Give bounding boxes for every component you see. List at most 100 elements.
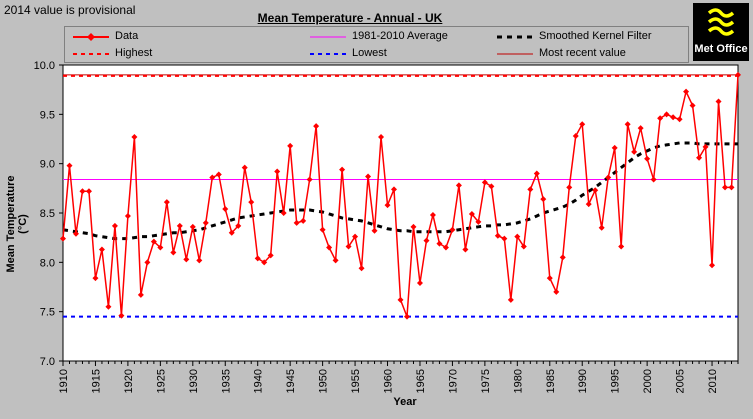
data-point [488, 183, 495, 190]
met-office-logo-icon [707, 8, 735, 36]
smoothed-series-line [62, 141, 738, 241]
y-tick-label: 7.5 [40, 307, 55, 319]
data-point [559, 254, 566, 261]
x-tick-label: 1935 [220, 369, 232, 393]
y-axis-label: Mean Temperature (°C) [5, 175, 29, 273]
data-point [637, 125, 644, 132]
legend-label-average: 1981-2010 Average [352, 30, 448, 42]
data-point [735, 71, 741, 78]
data-point [423, 237, 430, 244]
data-point [215, 171, 222, 178]
data-point [592, 187, 599, 194]
data-point [546, 275, 553, 282]
data-point [345, 243, 352, 250]
data-point [85, 188, 92, 195]
legend-label-lowest: Lowest [352, 47, 387, 59]
data-point [579, 121, 586, 128]
data-point [254, 255, 261, 262]
data-point [475, 218, 482, 225]
data-point [416, 280, 423, 287]
data-point [391, 186, 398, 193]
x-tick-label: 1910 [58, 369, 70, 393]
x-tick-label: 1950 [318, 369, 330, 393]
data-point [293, 219, 300, 226]
data-point [358, 265, 365, 272]
data-point [176, 222, 183, 229]
data-point [196, 257, 203, 264]
data-point [98, 246, 105, 253]
data-point [189, 223, 196, 230]
x-axis-label: Year [393, 396, 417, 408]
data-point [436, 240, 443, 247]
legend-label-smoothed: Smoothed Kernel Filter [539, 30, 652, 42]
x-tick-label: 2000 [642, 369, 654, 393]
x-tick-label: 1925 [155, 369, 167, 393]
data-point [507, 296, 514, 303]
data-point [228, 229, 235, 236]
y-tick-label: 8.0 [40, 257, 55, 269]
data-point [657, 115, 664, 122]
x-tick-label: 1960 [383, 369, 395, 393]
data-point [494, 232, 501, 239]
legend-label-highest: Highest [115, 47, 153, 59]
data-point [702, 143, 709, 150]
data-point [111, 222, 118, 229]
legend-data-swatch [73, 33, 109, 41]
data-point [566, 184, 573, 191]
y-tick-label: 10.0 [34, 60, 55, 72]
data-point [248, 199, 255, 206]
data-point [585, 201, 592, 208]
data-point [144, 259, 151, 266]
data-point [267, 252, 274, 259]
data-point [124, 212, 131, 219]
data-point [572, 133, 579, 140]
data-point [300, 217, 307, 224]
data-point [722, 184, 729, 191]
data-point [280, 210, 287, 216]
y-tick-label: 8.5 [40, 208, 55, 220]
data-point [157, 244, 164, 251]
data-point [313, 123, 320, 130]
data-point [235, 222, 242, 229]
legend-most-recent-swatch [497, 53, 533, 55]
y-tick-label: 9.5 [40, 109, 55, 121]
x-tick-label: 1945 [285, 369, 297, 393]
data-point [170, 249, 177, 256]
provisional-note: 2014 value is provisional [4, 3, 136, 17]
data-point [384, 202, 391, 209]
data-point [92, 275, 99, 282]
data-point [462, 246, 469, 253]
x-tick-label: 1970 [447, 369, 459, 393]
data-point [663, 111, 670, 118]
data-point [481, 179, 488, 186]
data-point [709, 262, 716, 269]
data-point [442, 244, 449, 251]
data-point [644, 155, 651, 162]
data-point [540, 196, 547, 203]
legend-average-swatch [310, 36, 346, 38]
data-point [287, 142, 294, 149]
data-point [403, 313, 410, 320]
data-point [241, 164, 248, 171]
data-point [676, 116, 683, 123]
data-point [501, 235, 508, 242]
data-point [105, 303, 112, 310]
data-point [163, 199, 170, 206]
data-point [650, 176, 657, 183]
data-point [689, 102, 696, 109]
data-point [202, 219, 209, 226]
legend-label-data: Data [115, 30, 139, 42]
legend-label-most-recent: Most recent value [539, 47, 626, 59]
chart-title: Mean Temperature - Annual - UK [257, 11, 443, 25]
data-point [371, 227, 378, 234]
data-point [339, 166, 346, 173]
data-point [410, 223, 417, 230]
data-point [66, 162, 73, 169]
data-point [332, 257, 339, 264]
x-tick-label: 1940 [253, 369, 265, 393]
data-point [468, 210, 475, 217]
data-point [527, 186, 534, 193]
data-point [274, 168, 281, 175]
data-point [514, 233, 521, 240]
